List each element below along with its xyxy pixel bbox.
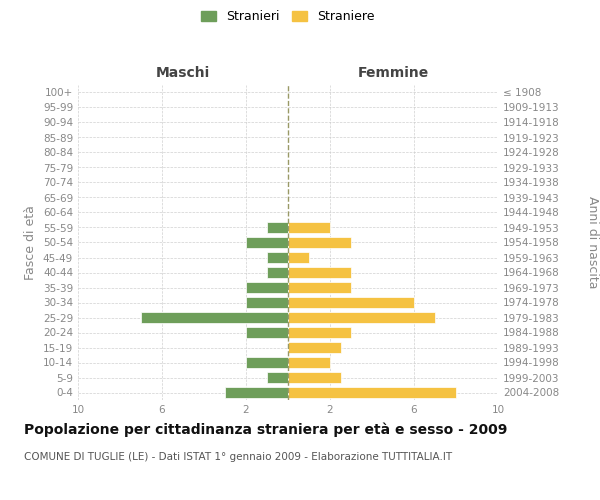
Bar [267, 252, 288, 263]
Bar [288, 387, 456, 398]
Y-axis label: Fasce di età: Fasce di età [25, 205, 37, 280]
Bar [225, 387, 288, 398]
Bar [246, 282, 288, 293]
Bar [288, 252, 309, 263]
Bar [288, 282, 351, 293]
Bar [288, 312, 435, 323]
Bar [246, 237, 288, 248]
Bar [267, 372, 288, 383]
Bar [288, 327, 351, 338]
Bar [288, 267, 351, 278]
Legend: Stranieri, Straniere: Stranieri, Straniere [197, 6, 379, 26]
Bar [288, 222, 330, 233]
Bar [267, 267, 288, 278]
Bar [246, 327, 288, 338]
Bar [288, 297, 414, 308]
Bar [288, 342, 341, 353]
Bar [246, 297, 288, 308]
Text: Femmine: Femmine [358, 66, 428, 80]
Bar [246, 357, 288, 368]
Text: Popolazione per cittadinanza straniera per età e sesso - 2009: Popolazione per cittadinanza straniera p… [24, 422, 508, 437]
Text: Anni di nascita: Anni di nascita [586, 196, 599, 289]
Bar [267, 222, 288, 233]
Bar [288, 372, 341, 383]
Bar [141, 312, 288, 323]
Text: Maschi: Maschi [156, 66, 210, 80]
Bar [288, 237, 351, 248]
Text: COMUNE DI TUGLIE (LE) - Dati ISTAT 1° gennaio 2009 - Elaborazione TUTTITALIA.IT: COMUNE DI TUGLIE (LE) - Dati ISTAT 1° ge… [24, 452, 452, 462]
Bar [288, 357, 330, 368]
